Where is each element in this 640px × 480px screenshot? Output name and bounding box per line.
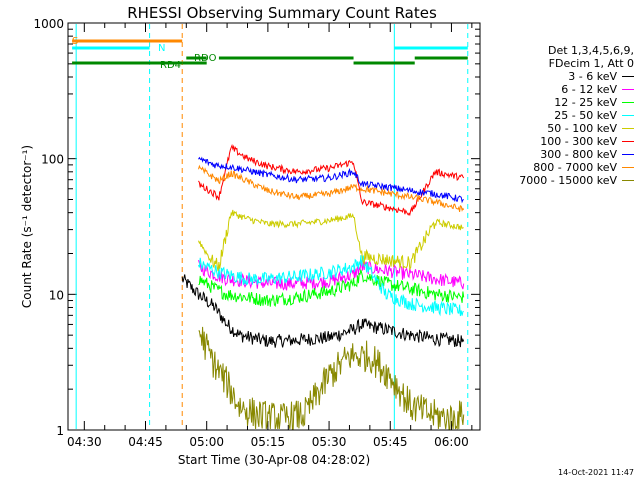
x-axis-label: Start Time (30-Apr-08 04:28:02)	[178, 453, 370, 467]
legend-label: 3 - 6 keV	[568, 70, 617, 83]
series-line-0	[181, 274, 465, 348]
x-tick-label: 05:15	[251, 435, 286, 449]
series-line-7	[198, 164, 465, 212]
series-line-6	[198, 156, 464, 204]
flag-label-s: S	[72, 36, 78, 47]
legend-label: 800 - 7000 keV	[533, 161, 617, 174]
x-tick-label: 05:00	[189, 435, 224, 449]
legend-item: 12 - 25 keV	[478, 96, 634, 109]
series-line-5	[198, 143, 465, 217]
legend-swatch	[622, 127, 634, 130]
legend-swatch	[622, 114, 634, 117]
legend-label: 7000 - 15000 keV	[519, 174, 617, 187]
legend-swatch	[622, 75, 634, 78]
legend-item: 6 - 12 keV	[478, 83, 634, 96]
legend-header: FDecim 1, Att 0	[548, 57, 634, 70]
legend-label: 100 - 300 keV	[540, 135, 617, 148]
flag-label-rdo: RDO	[194, 53, 217, 64]
legend-label: 6 - 12 keV	[561, 83, 617, 96]
y-tick-label: 1	[56, 424, 64, 438]
plot-frame	[67, 22, 481, 431]
footer-timestamp: 14-Oct-2021 11:47	[558, 468, 634, 477]
legend-swatch	[622, 101, 634, 104]
legend-header: Det 1,3,4,5,6,9,	[547, 44, 634, 57]
flag-label-n: N	[158, 43, 165, 54]
legend-label: 25 - 50 keV	[554, 109, 617, 122]
x-tick-label: 06:00	[434, 435, 469, 449]
legend-label: 50 - 100 keV	[547, 122, 617, 135]
legend-swatch	[622, 166, 634, 169]
x-tick-label: 05:45	[373, 435, 408, 449]
x-tick-label: 04:30	[67, 435, 102, 449]
legend-item: 100 - 300 keV	[478, 135, 634, 148]
legend-label: 12 - 25 keV	[554, 96, 617, 109]
legend-item: 800 - 7000 keV	[478, 161, 634, 174]
series-line-4	[198, 209, 464, 272]
chart-title: RHESSI Observing Summary Count Rates	[127, 4, 437, 22]
y-tick-label: 1000	[33, 17, 64, 31]
x-tick-label: 05:30	[312, 435, 347, 449]
legend-item: 7000 - 15000 keV	[478, 174, 634, 187]
series-line-3	[198, 255, 464, 317]
legend-swatch	[622, 88, 634, 91]
flag-label-rd4: RD4	[160, 60, 181, 71]
legend-swatch	[622, 140, 634, 143]
legend-item: 300 - 800 keV	[478, 148, 634, 161]
legend-swatch	[622, 179, 634, 182]
legend-item: 25 - 50 keV	[478, 109, 634, 122]
series-line-2	[198, 269, 465, 307]
legend-label: 300 - 800 keV	[540, 148, 617, 161]
series-line-8	[198, 326, 465, 431]
legend-swatch	[622, 153, 634, 156]
legend-item: 3 - 6 keV	[478, 70, 634, 83]
x-tick-label: 04:45	[128, 435, 163, 449]
y-axis-label: Count Rate (s⁻¹ detector⁻¹)	[20, 145, 34, 308]
y-tick-label: 100	[41, 153, 64, 167]
legend-item: 50 - 100 keV	[478, 122, 634, 135]
y-tick-label: 10	[49, 288, 64, 302]
